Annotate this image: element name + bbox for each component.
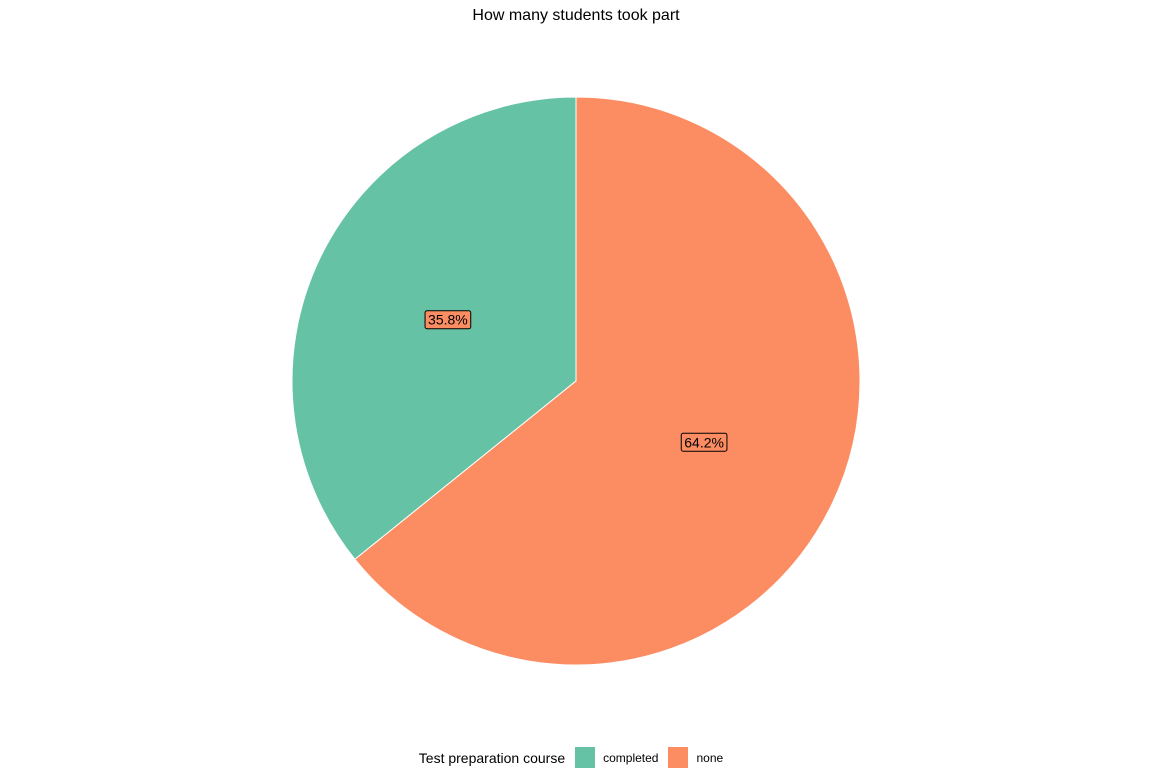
slice-label-text-completed: 35.8% [428,312,468,328]
pie-slice-none [354,96,861,666]
slice-label-none: 64.2% [680,432,728,452]
legend-item-none: none [668,747,723,768]
pie-slices [291,96,861,666]
chart-title: How many students took part [472,7,680,24]
slice-label-text-none: 64.2% [684,434,724,450]
legend-label-completed: completed [603,751,659,765]
legend-label-none: none [696,751,724,765]
slice-label-completed: 35.8% [424,310,472,330]
slice-label-box-none [680,432,728,452]
legend-key-none [668,747,689,768]
pie-chart: 35.8% 64.2% [291,96,861,666]
legend-title: Test preparation course [418,750,566,766]
legend-key-completed [575,747,596,768]
pie-labels: 35.8% 64.2% [424,310,728,452]
legend: Test preparation course completed none [0,745,1152,768]
slice-label-box-completed [424,310,472,330]
legend-item-completed: completed [575,747,658,768]
